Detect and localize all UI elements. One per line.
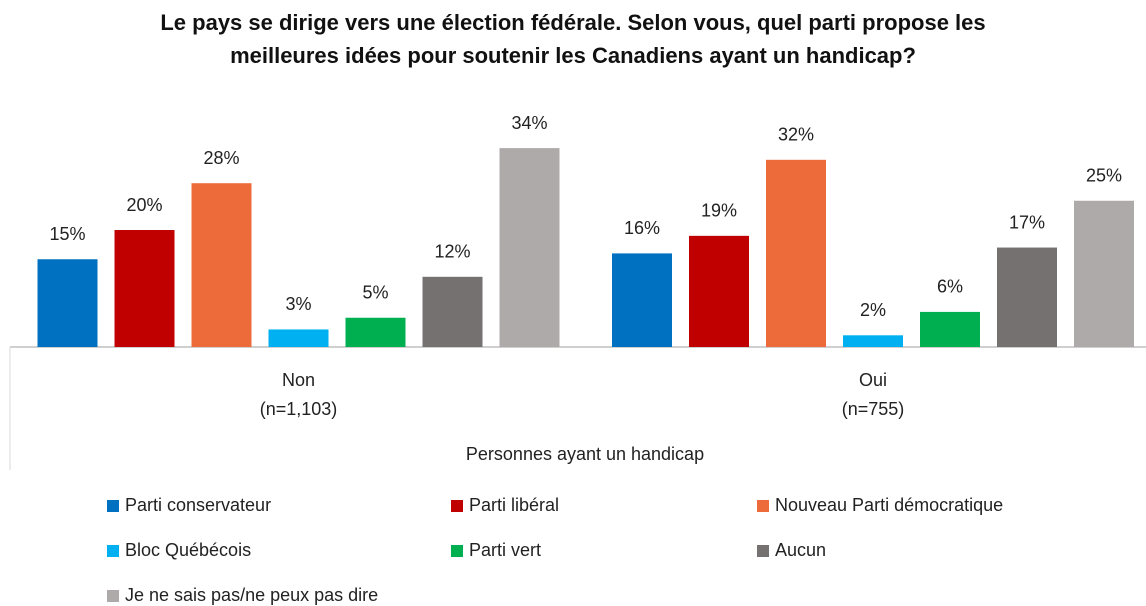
- legend-swatch: [107, 545, 119, 557]
- bar: [612, 253, 672, 347]
- value-label: 3%: [285, 294, 311, 314]
- bar: [843, 335, 903, 347]
- value-label: 28%: [203, 148, 239, 168]
- x-tick-label: Non: [282, 370, 315, 390]
- legend-label: Aucun: [775, 540, 826, 560]
- legend-label: Parti libéral: [469, 495, 559, 515]
- legend-swatch: [451, 545, 463, 557]
- x-tick-label: (n=755): [842, 399, 905, 419]
- value-label: 12%: [434, 242, 470, 262]
- x-axis-label: Personnes ayant un handicap: [466, 444, 704, 464]
- bar: [1074, 200, 1134, 347]
- value-label: 2%: [860, 300, 886, 320]
- value-label: 32%: [778, 125, 814, 145]
- legend-swatch: [757, 500, 769, 512]
- legend-label: Je ne sais pas/ne peux pas dire: [125, 585, 378, 605]
- value-label: 15%: [49, 224, 85, 244]
- bar: [114, 230, 175, 347]
- value-label: 19%: [701, 201, 737, 221]
- chart-title: Le pays se dirige vers une élection fédé…: [160, 10, 985, 35]
- value-label: 17%: [1009, 212, 1045, 232]
- bar: [689, 235, 749, 347]
- value-label: 5%: [362, 283, 388, 303]
- legend-swatch: [107, 500, 119, 512]
- legend-swatch: [757, 545, 769, 557]
- bar: [268, 329, 329, 347]
- bar: [997, 247, 1057, 347]
- value-label: 34%: [511, 113, 547, 133]
- legend-swatch: [107, 590, 119, 602]
- legend-label: Parti conservateur: [125, 495, 271, 515]
- x-tick-label: Oui: [859, 370, 887, 390]
- bar: [422, 276, 483, 347]
- legend-label: Nouveau Parti démocratique: [775, 495, 1003, 515]
- bar: [345, 317, 406, 347]
- value-label: 20%: [126, 195, 162, 215]
- chart-title: meilleures idées pour soutenir les Canad…: [230, 43, 916, 68]
- value-label: 25%: [1086, 166, 1122, 186]
- bar: [37, 259, 98, 347]
- x-tick-label: (n=1,103): [260, 399, 338, 419]
- bar: [191, 183, 252, 347]
- legend-swatch: [451, 500, 463, 512]
- legend-label: Parti vert: [469, 540, 541, 560]
- value-label: 16%: [624, 218, 660, 238]
- bar: [766, 159, 826, 347]
- bar: [920, 311, 980, 347]
- bar: [499, 148, 560, 347]
- legend-label: Bloc Québécois: [125, 540, 251, 560]
- value-label: 6%: [937, 277, 963, 297]
